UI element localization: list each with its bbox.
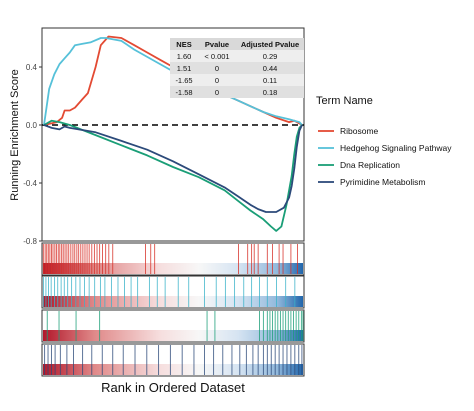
table-cell <box>198 86 236 98</box>
series-lines <box>43 35 303 232</box>
series-line-hedgehog-signaling-pathway <box>43 37 303 126</box>
table-cell <box>170 74 198 86</box>
table-cell <box>198 74 236 86</box>
table-cell <box>170 50 198 62</box>
table-cell <box>236 74 304 86</box>
stats-table: NES Pvalue Adjusted Pvalue 1.60 < 0.001 0.29 1… <box>170 38 304 98</box>
table-cell <box>198 50 236 62</box>
legend-label: Ribosome <box>340 126 379 136</box>
table-header-text: Pvalue <box>205 40 229 49</box>
table-cell <box>170 62 198 74</box>
legend-label: Pyrimidine Metabolism <box>340 177 426 187</box>
table-cell <box>236 50 304 62</box>
y-tick-label: -0.8 <box>23 237 37 246</box>
y-tick-label: 0.4 <box>26 63 38 72</box>
y-axis-label: Running Enrichment Score <box>9 69 21 200</box>
table-header-cell <box>170 38 198 50</box>
table-cell-text: < 0.001 <box>204 52 229 61</box>
table-cell <box>236 62 304 74</box>
table-header-text: NES <box>176 40 191 49</box>
rank-gradient-bar <box>43 364 303 375</box>
table-header-cell <box>236 38 304 50</box>
legend: Term Name Ribosome Hedgehog Signaling Pat… <box>316 95 452 187</box>
table-cell <box>170 86 198 98</box>
y-tick-label: 0.0 <box>26 121 38 130</box>
table-cell <box>236 86 304 98</box>
y-axis: 0.4 0.0 -0.4 -0.8 <box>23 63 42 246</box>
legend-label: Dna Replication <box>340 160 400 170</box>
table-cell-text: 0 <box>215 64 219 73</box>
table-cell <box>198 62 236 74</box>
table-cell-text: 0 <box>215 88 219 97</box>
legend-label: Hedgehog Signaling Pathway <box>340 143 452 153</box>
series-line-pyrimidine-metabolism <box>43 124 303 213</box>
table-cell-text: 0 <box>215 76 219 85</box>
table-cell-text: 0.18 <box>263 88 278 97</box>
legend-title: Term Name <box>316 95 373 107</box>
rank-gradient-bar <box>43 330 303 341</box>
y-tick-label: -0.4 <box>23 179 37 188</box>
table-cell-text: -1.58 <box>175 88 192 97</box>
rank-gradient-bar <box>43 296 303 307</box>
table-cell-text: 0.11 <box>263 76 277 85</box>
table-cell-text: 1.51 <box>177 64 192 73</box>
table-header-text: Adjusted Pvalue <box>241 40 299 49</box>
table-header-cell <box>198 38 236 50</box>
x-axis-label: Rank in Ordered Dataset <box>101 380 245 395</box>
rug-strips <box>41 242 305 377</box>
table-cell-text: -1.65 <box>175 76 192 85</box>
table-cell-text: 0.44 <box>263 64 278 73</box>
rank-gradient-bar <box>43 263 303 274</box>
table-cell-text: 0.29 <box>263 52 278 61</box>
table-cell-text: 1.60 <box>177 52 192 61</box>
